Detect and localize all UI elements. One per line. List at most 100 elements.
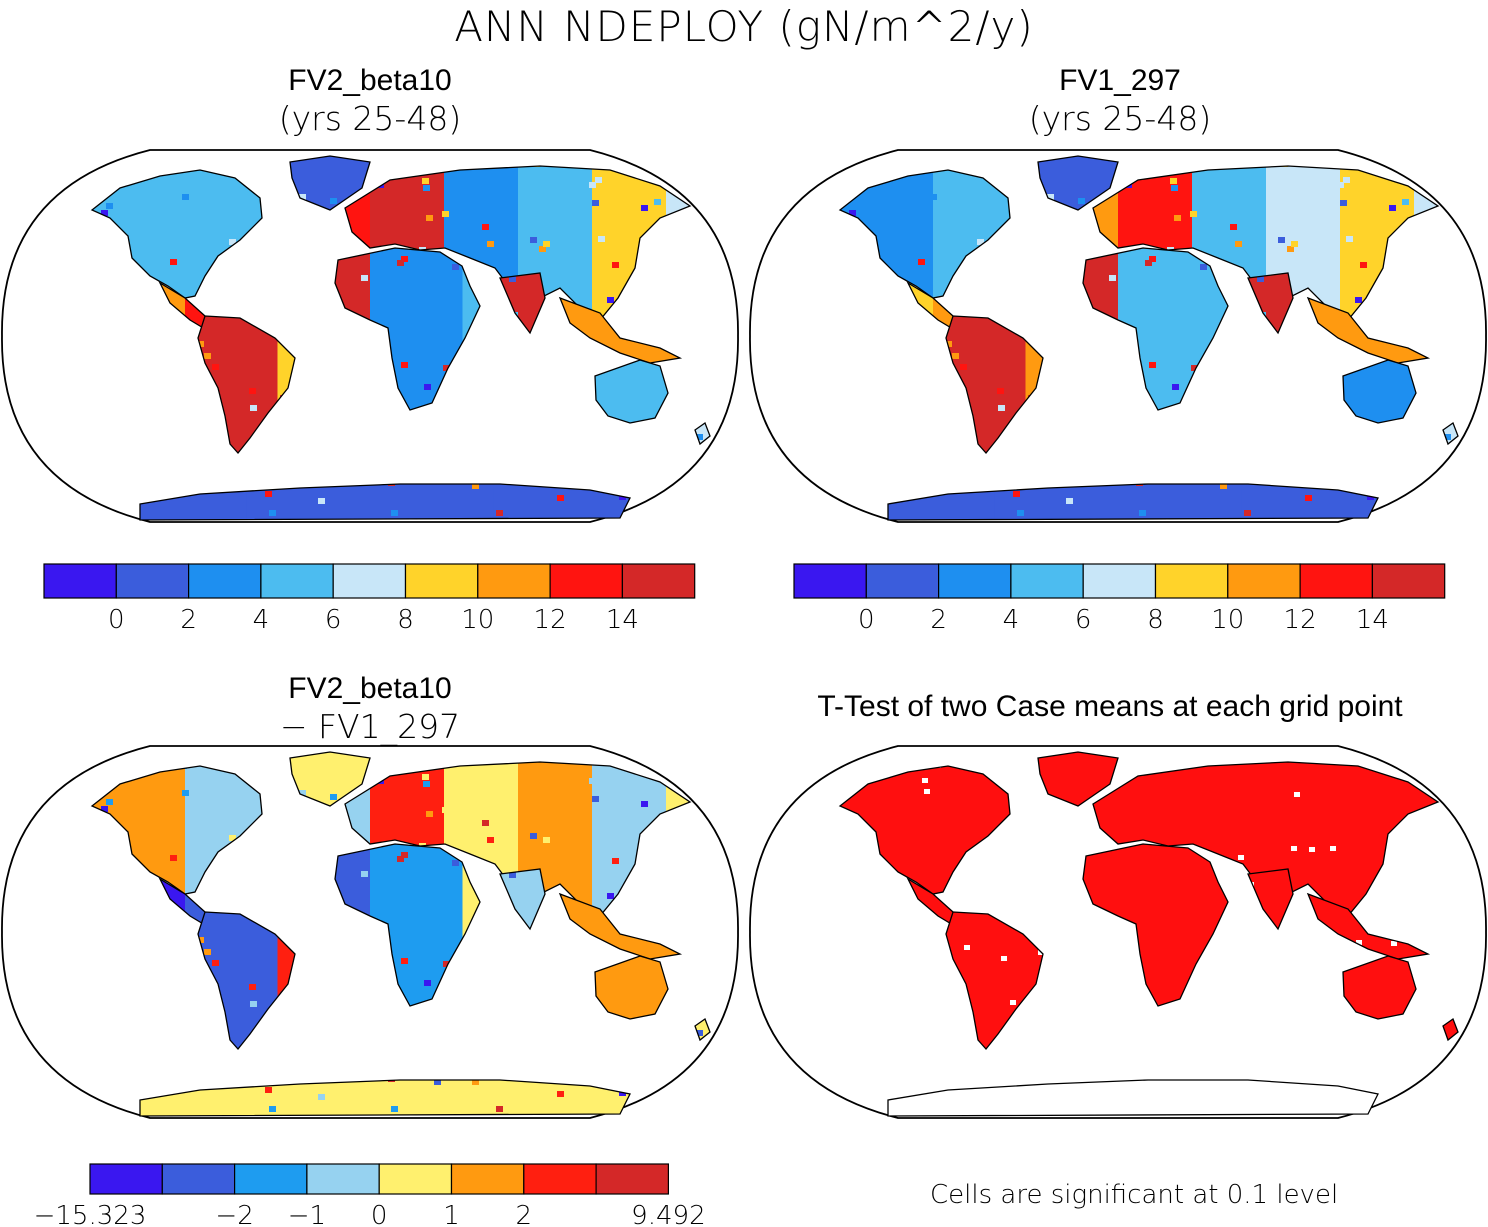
colorbar-swatch [188, 563, 262, 599]
colorbar-tick-label: 1 [443, 1201, 460, 1227]
coastline [594, 955, 669, 1020]
colorbar-swatch [1154, 563, 1229, 599]
coastline [694, 1017, 711, 1042]
colorbar-top-left: 0 2 4 6 8 10 12 14 [43, 563, 696, 635]
colorbar-swatch [477, 563, 551, 599]
ttest-title: T-Test of two Case means at each grid po… [817, 690, 1403, 723]
significance-footnote: Cells are significant at 0.1 level [930, 1180, 1339, 1210]
coastline [694, 421, 711, 446]
colorbar-swatch [43, 563, 117, 599]
main-title: ANN NDEPLOY (gN/m^2/y) [454, 2, 1034, 51]
colorbar-tick-label: 14 [606, 605, 639, 635]
colorbar-tick-label: 9.492 [631, 1201, 705, 1227]
coastline [197, 911, 296, 1051]
colorbar-tick-label: 0 [108, 605, 125, 635]
colorbar-swatch [938, 563, 1012, 599]
coastline [558, 296, 683, 364]
coastline [139, 1079, 631, 1117]
coastline [887, 483, 1379, 521]
coastline [1342, 955, 1417, 1020]
coastline [838, 765, 1011, 895]
coastline [334, 843, 481, 1007]
colorbar-tick-label: 6 [1075, 605, 1092, 635]
colorbar-tick-label: 2 [516, 1201, 533, 1227]
panel-title-bottom-left: FV2_beta10 − FV1_297 [220, 670, 520, 746]
panel-years: (yrs 25-48) [1028, 99, 1212, 138]
coastline [1082, 843, 1229, 1007]
colorbar-swatch [332, 563, 407, 599]
coastline [558, 892, 683, 960]
coastline [1082, 247, 1229, 411]
coastline [1247, 868, 1294, 931]
coastline [90, 169, 263, 299]
panel-years: (yrs 25-48) [278, 99, 462, 138]
map-panel-bottom-right [749, 745, 1487, 1119]
colorbar-swatch [1299, 563, 1373, 599]
coastline [289, 751, 371, 807]
colorbar-tick-label: 0 [371, 1201, 388, 1227]
land-antarctica [140, 484, 630, 520]
colorbar-swatch [306, 1163, 380, 1195]
coastline [139, 483, 631, 521]
panel-case-name: FV1_297 [1059, 64, 1181, 97]
colorbar-bottom-left: −15.323 −2 −1 0 1 2 9.492 [34, 1163, 706, 1227]
coastline [1306, 892, 1431, 960]
colorbar-swatch [89, 1163, 163, 1195]
coastline [594, 359, 669, 424]
colorbar-tick-label: 4 [253, 605, 270, 635]
colorbar-tick-label: 10 [461, 605, 494, 635]
colorbar-swatch [865, 563, 940, 599]
map-panel-top-left [1, 149, 739, 523]
coastline [1342, 359, 1417, 424]
colorbar-tick-label: −15.323 [34, 1201, 147, 1227]
colorbar-swatch [523, 1163, 597, 1195]
coastline [887, 1079, 1379, 1117]
colorbar-tick-label: 12 [534, 605, 567, 635]
land-australia [1343, 956, 1416, 1019]
colorbar-swatch [793, 563, 867, 599]
colorbar-tick-label: 4 [1003, 605, 1020, 635]
panel-title-top-left: FV2_beta10 (yrs 25-48) [220, 62, 520, 138]
coastline [945, 315, 1044, 455]
coastline [499, 868, 546, 931]
coastline [1442, 1017, 1459, 1042]
land-antarctica [888, 484, 1378, 520]
colorbar-tick-label: −2 [215, 1201, 253, 1227]
colorbar-tick-label: 12 [1284, 605, 1317, 635]
coastline [289, 155, 371, 211]
map-panel-top-right [749, 149, 1487, 523]
coastline [1442, 421, 1459, 446]
coastline [499, 272, 546, 335]
land-eurasia [1093, 762, 1438, 916]
colorbar-tick-label: 2 [180, 605, 197, 635]
colorbar-tick-label: 8 [1147, 605, 1164, 635]
colorbar-swatch [595, 1163, 669, 1195]
colorbar-swatch [1082, 563, 1157, 599]
coastline [1247, 272, 1294, 335]
coastline [197, 315, 296, 455]
coastline [334, 247, 481, 411]
coastline [838, 169, 1011, 299]
coastline [90, 765, 263, 895]
colorbar-swatch [378, 1163, 453, 1195]
panel-title-top-right: FV1_297 (yrs 25-48) [970, 62, 1270, 138]
colorbar-top-right: 0 2 4 6 8 10 12 14 [793, 563, 1446, 635]
colorbar-tick-label: 10 [1211, 605, 1244, 635]
colorbar-swatch [1010, 563, 1084, 599]
coastline [1037, 155, 1119, 211]
colorbar-tick-label: 0 [858, 605, 875, 635]
colorbar-swatch [621, 563, 696, 599]
colorbar-tick-label: 6 [325, 605, 342, 635]
coastline [1037, 751, 1119, 807]
land-antarctica [888, 1080, 1378, 1116]
coastline [1306, 296, 1431, 364]
colorbar-swatch [161, 1163, 236, 1195]
panel-title-bottom-right: T-Test of two Case means at each grid po… [760, 688, 1460, 726]
colorbar-swatch [115, 563, 190, 599]
colorbar-tick-label: 8 [397, 605, 414, 635]
colorbar-swatch [1371, 563, 1446, 599]
colorbar-swatch [549, 563, 623, 599]
panel-case-name: FV2_beta10 [288, 64, 452, 97]
panel-case-name: FV2_beta10 [288, 672, 452, 705]
colorbar-swatch [450, 1163, 525, 1195]
